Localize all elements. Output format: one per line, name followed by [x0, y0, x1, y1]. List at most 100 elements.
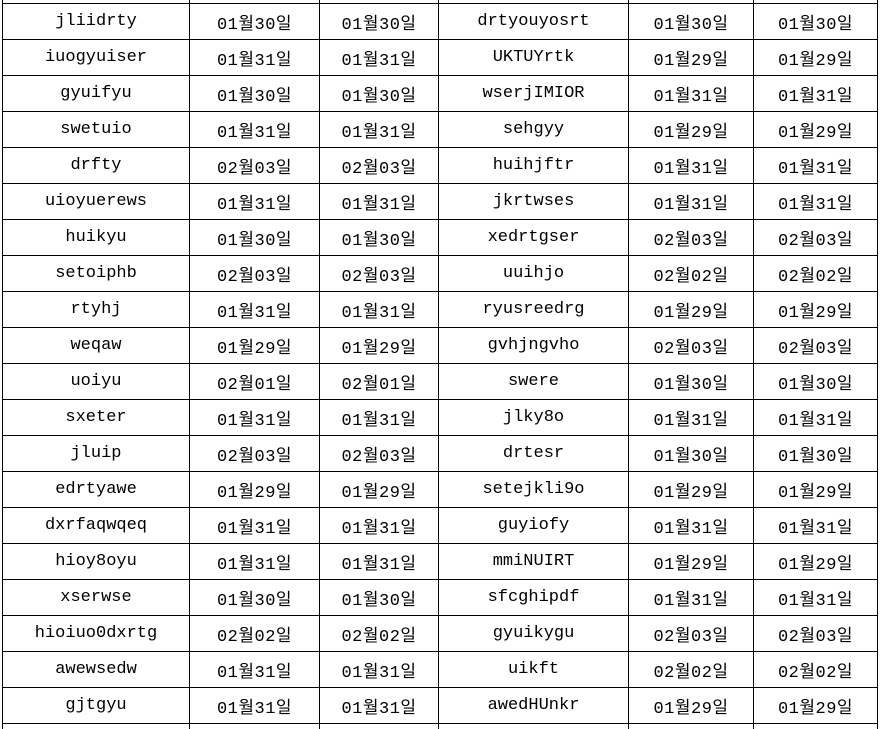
cell-date-a1[interactable]: 01월31일 — [189, 39, 320, 76]
cell-name-a[interactable]: jliidrty — [2, 3, 190, 40]
cell-name-b[interactable]: gyuikygu — [438, 615, 629, 652]
cell-name-a[interactable]: xserwse — [2, 579, 190, 616]
cell-name-b[interactable]: awedHUnkr — [438, 687, 629, 724]
cell-name-b[interactable]: xedrtgser — [438, 219, 629, 256]
cell-name-b[interactable]: guyiofy — [438, 507, 629, 544]
cell-empty[interactable] — [189, 723, 320, 729]
cell-date-b2[interactable]: 01월29일 — [753, 111, 878, 148]
cell-date-b1[interactable]: 01월29일 — [628, 471, 754, 508]
cell-name-a[interactable]: sxeter — [2, 399, 190, 436]
cell-date-b2[interactable]: 01월31일 — [753, 75, 878, 112]
cell-date-a2[interactable]: 01월31일 — [319, 39, 439, 76]
cell-name-b[interactable]: drtyouyosrt — [438, 3, 629, 40]
cell-date-b1[interactable]: 01월29일 — [628, 543, 754, 580]
cell-date-a1[interactable]: 02월03일 — [189, 255, 320, 292]
cell-date-b1[interactable]: 01월29일 — [628, 687, 754, 724]
cell-date-a1[interactable]: 01월30일 — [189, 75, 320, 112]
cell-date-a1[interactable]: 01월31일 — [189, 543, 320, 580]
cell-date-b1[interactable]: 01월29일 — [628, 111, 754, 148]
cell-name-b[interactable]: jlky8o — [438, 399, 629, 436]
cell-date-a2[interactable]: 01월30일 — [319, 75, 439, 112]
cell-date-b2[interactable]: 02월03일 — [753, 219, 878, 256]
cell-name-a[interactable]: weqaw — [2, 327, 190, 364]
cell-date-a1[interactable]: 02월03일 — [189, 435, 320, 472]
cell-empty[interactable] — [438, 723, 629, 729]
cell-date-a1[interactable]: 02월01일 — [189, 363, 320, 400]
cell-name-a[interactable]: rtyhj — [2, 291, 190, 328]
cell-name-a[interactable]: gjtgyu — [2, 687, 190, 724]
cell-date-a1[interactable]: 01월29일 — [189, 327, 320, 364]
cell-date-a2[interactable]: 01월31일 — [319, 291, 439, 328]
cell-date-a1[interactable]: 02월03일 — [189, 147, 320, 184]
cell-date-a1[interactable]: 01월30일 — [189, 3, 320, 40]
cell-date-a1[interactable]: 01월31일 — [189, 291, 320, 328]
cell-date-a2[interactable]: 01월31일 — [319, 687, 439, 724]
cell-name-a[interactable]: drfty — [2, 147, 190, 184]
cell-date-a1[interactable]: 01월31일 — [189, 183, 320, 220]
cell-date-a1[interactable]: 01월31일 — [189, 651, 320, 688]
cell-date-b1[interactable]: 01월29일 — [628, 39, 754, 76]
cell-date-a2[interactable]: 02월01일 — [319, 363, 439, 400]
cell-name-a[interactable]: awewsedw — [2, 651, 190, 688]
cell-date-b1[interactable]: 01월30일 — [628, 363, 754, 400]
cell-name-b[interactable]: gvhjngvho — [438, 327, 629, 364]
cell-date-b2[interactable]: 01월30일 — [753, 435, 878, 472]
cell-name-a[interactable]: iuogyuiser — [2, 39, 190, 76]
cell-date-b2[interactable]: 01월29일 — [753, 687, 878, 724]
cell-name-b[interactable]: setejkli9o — [438, 471, 629, 508]
cell-name-a[interactable]: setoiphb — [2, 255, 190, 292]
cell-date-b2[interactable]: 01월29일 — [753, 543, 878, 580]
cell-date-a1[interactable]: 01월31일 — [189, 399, 320, 436]
cell-date-a2[interactable]: 01월31일 — [319, 183, 439, 220]
cell-name-b[interactable]: sfcghipdf — [438, 579, 629, 616]
cell-date-b2[interactable]: 02월02일 — [753, 255, 878, 292]
cell-name-b[interactable]: mmiNUIRT — [438, 543, 629, 580]
cell-date-a1[interactable]: 01월30일 — [189, 579, 320, 616]
cell-name-a[interactable]: edrtyawe — [2, 471, 190, 508]
cell-date-b1[interactable]: 01월30일 — [628, 435, 754, 472]
cell-name-a[interactable]: swetuio — [2, 111, 190, 148]
cell-date-a2[interactable]: 01월31일 — [319, 543, 439, 580]
cell-empty[interactable] — [2, 723, 190, 729]
cell-name-b[interactable]: sehgyy — [438, 111, 629, 148]
cell-date-b1[interactable]: 01월29일 — [628, 291, 754, 328]
cell-date-a2[interactable]: 01월30일 — [319, 579, 439, 616]
cell-date-b1[interactable]: 01월31일 — [628, 579, 754, 616]
cell-date-a2[interactable]: 02월03일 — [319, 147, 439, 184]
cell-date-a1[interactable]: 01월30일 — [189, 219, 320, 256]
cell-empty[interactable] — [319, 723, 439, 729]
cell-date-a1[interactable]: 01월31일 — [189, 687, 320, 724]
cell-name-a[interactable]: jluip — [2, 435, 190, 472]
cell-name-b[interactable]: uuihjo — [438, 255, 629, 292]
cell-date-a2[interactable]: 02월03일 — [319, 435, 439, 472]
cell-date-b1[interactable]: 02월03일 — [628, 327, 754, 364]
cell-date-b2[interactable]: 01월29일 — [753, 39, 878, 76]
cell-name-a[interactable]: uoiyu — [2, 363, 190, 400]
cell-date-b1[interactable]: 01월31일 — [628, 183, 754, 220]
cell-date-a2[interactable]: 01월31일 — [319, 651, 439, 688]
cell-date-a2[interactable]: 02월02일 — [319, 615, 439, 652]
cell-date-b2[interactable]: 01월31일 — [753, 507, 878, 544]
cell-date-b2[interactable]: 01월31일 — [753, 183, 878, 220]
cell-date-a1[interactable]: 01월29일 — [189, 471, 320, 508]
cell-date-b1[interactable]: 02월03일 — [628, 219, 754, 256]
cell-name-b[interactable]: wserjIMIOR — [438, 75, 629, 112]
cell-date-b1[interactable]: 01월31일 — [628, 399, 754, 436]
cell-date-b2[interactable]: 01월31일 — [753, 579, 878, 616]
cell-name-b[interactable]: huihjftr — [438, 147, 629, 184]
cell-date-a2[interactable]: 01월29일 — [319, 327, 439, 364]
cell-name-a[interactable]: dxrfaqwqeq — [2, 507, 190, 544]
cell-date-b1[interactable]: 01월31일 — [628, 507, 754, 544]
cell-date-b2[interactable]: 01월31일 — [753, 147, 878, 184]
cell-name-a[interactable]: uioyuerews — [2, 183, 190, 220]
cell-name-b[interactable]: swere — [438, 363, 629, 400]
cell-date-b2[interactable]: 01월30일 — [753, 363, 878, 400]
cell-date-a2[interactable]: 01월31일 — [319, 111, 439, 148]
cell-name-a[interactable]: hioiuo0dxrtg — [2, 615, 190, 652]
cell-empty[interactable] — [753, 723, 878, 729]
cell-date-a2[interactable]: 02월03일 — [319, 255, 439, 292]
cell-date-b1[interactable]: 01월31일 — [628, 75, 754, 112]
cell-name-a[interactable]: hioy8oyu — [2, 543, 190, 580]
cell-name-a[interactable]: gyuifyu — [2, 75, 190, 112]
cell-date-b2[interactable]: 02월03일 — [753, 615, 878, 652]
